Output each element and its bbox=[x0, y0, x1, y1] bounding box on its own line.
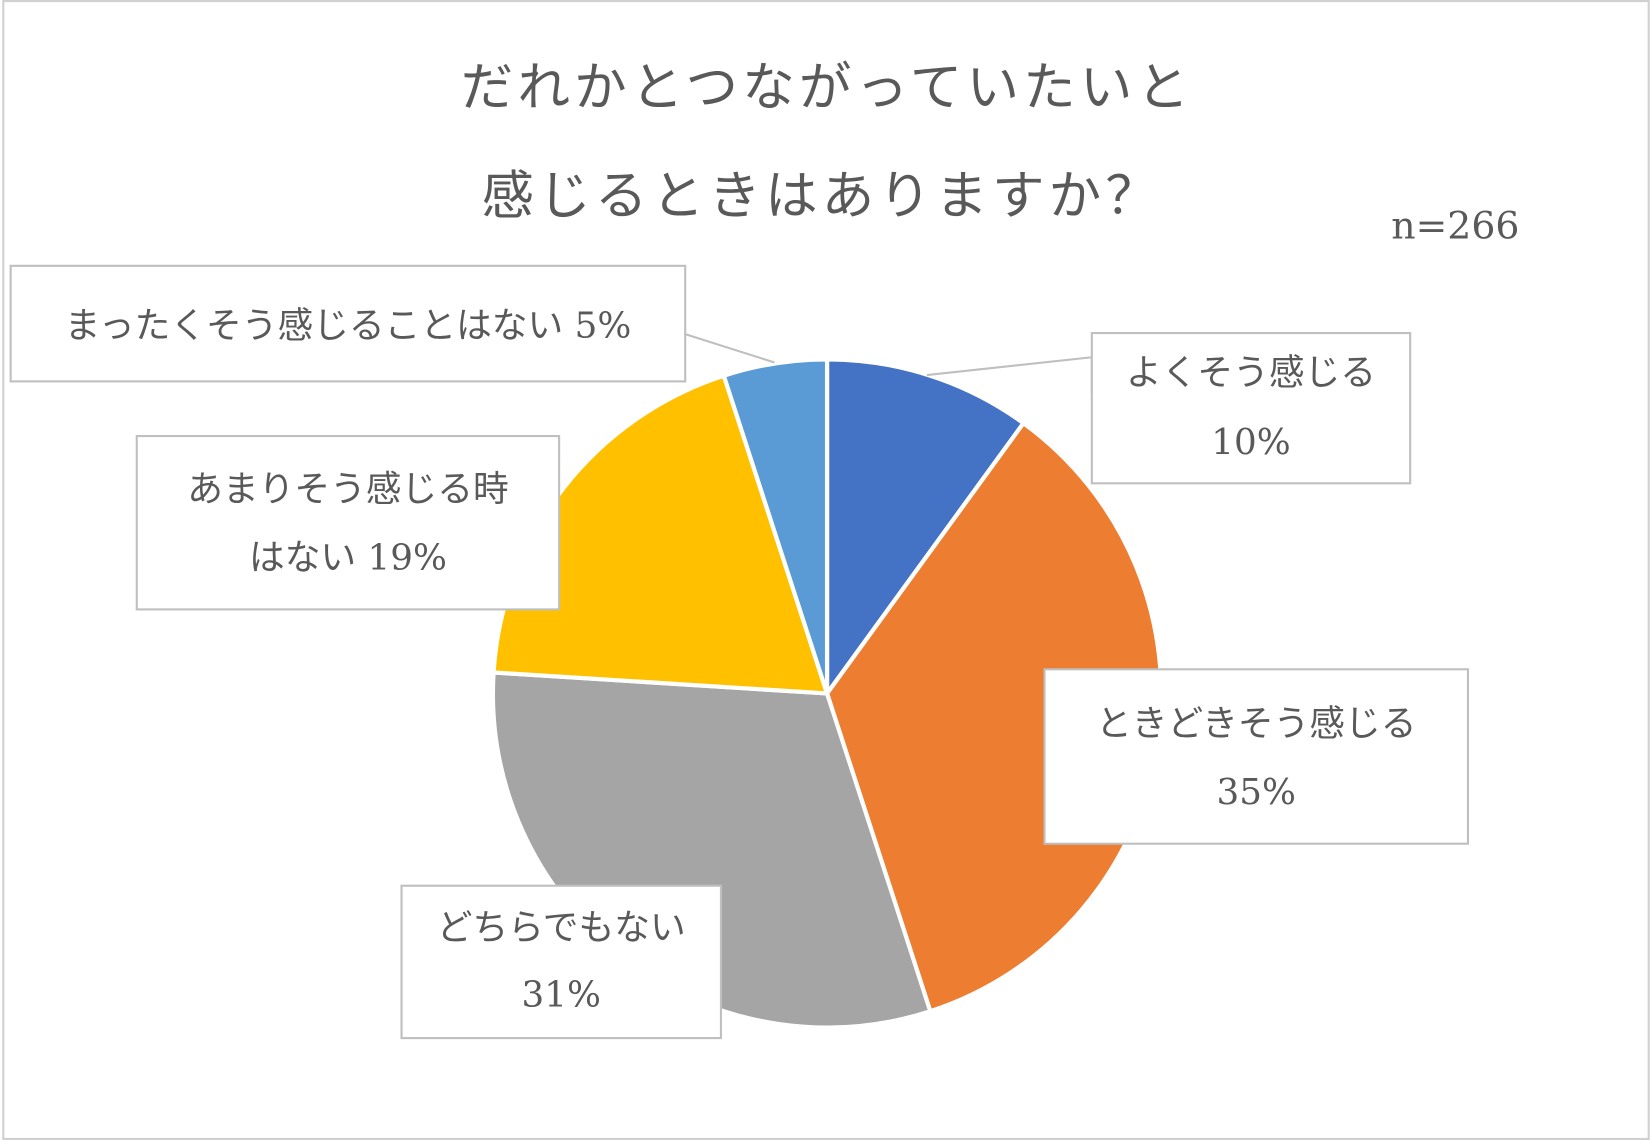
data-label-text: 10% bbox=[1211, 422, 1290, 463]
data-label-text: ときどきそう感じる bbox=[1096, 703, 1416, 744]
data-label-box bbox=[9, 264, 687, 383]
data-label-text: よくそう感じる bbox=[1126, 353, 1376, 394]
data-label-text: まったくそう感じることはない 5% bbox=[65, 305, 632, 346]
sample-size-note: n=266 bbox=[1391, 204, 1519, 248]
data-label-text: 35% bbox=[1217, 772, 1296, 813]
data-label-box bbox=[1090, 332, 1412, 485]
data-label-3: どちらでもない 31% bbox=[400, 884, 722, 1040]
data-label-box bbox=[135, 434, 561, 611]
pie-slice-4 bbox=[491, 373, 831, 696]
data-label-text: 31% bbox=[522, 975, 601, 1016]
data-label-1: よくそう感じる 10% bbox=[1090, 332, 1412, 485]
data-label-text: はない 19% bbox=[249, 537, 447, 578]
data-label-text: どちらでもない bbox=[437, 907, 686, 948]
chart-title-line-2: 感じるときはありますか？ bbox=[481, 165, 1162, 226]
leader-line bbox=[684, 333, 775, 364]
pie-slice-5 bbox=[721, 357, 830, 695]
data-label-text: あまりそう感じる時 bbox=[187, 469, 508, 510]
data-label-box bbox=[400, 884, 722, 1040]
data-label-2: ときどきそう感じる 35% bbox=[1043, 668, 1470, 845]
data-label-box bbox=[1043, 668, 1470, 845]
data-label-5: まったくそう感じることはない 5% bbox=[9, 264, 687, 383]
chart-title-line-1: だれかとつながっていたいと bbox=[461, 57, 1194, 118]
